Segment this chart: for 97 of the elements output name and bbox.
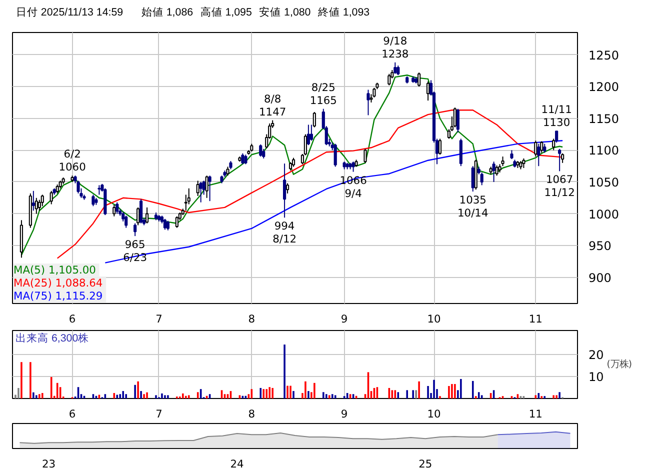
candlestick	[306, 124, 310, 146]
candlestick	[140, 198, 143, 224]
x-tick-label: 25	[418, 458, 432, 470]
candlestick	[34, 197, 38, 214]
candlestick	[555, 130, 558, 144]
text: MA(25) 1,088.64	[14, 276, 103, 290]
annotation: 1035 10/14	[458, 194, 488, 220]
candlestick	[259, 144, 262, 158]
chart-title: 日付 2025/11/13 14:59	[16, 6, 124, 18]
series-label: MA(5) 1,105.00	[14, 264, 96, 276]
candlestick	[208, 175, 212, 202]
candlestick	[522, 158, 526, 168]
y-tick-label: 10	[588, 370, 604, 384]
candlestick	[310, 124, 313, 142]
text: 高値 1,095	[200, 6, 252, 18]
candlestick	[163, 218, 167, 230]
annotation: 6/2 1060	[58, 148, 86, 174]
candlestick	[540, 140, 544, 154]
candlestick	[534, 140, 538, 158]
annotation: 8/8 1147	[259, 92, 286, 118]
candlestick	[92, 194, 95, 207]
text: 安値 1,080	[259, 6, 311, 18]
x-tick-label: 10	[427, 312, 442, 326]
candlestick	[124, 215, 128, 228]
candlestick	[426, 80, 430, 102]
candlestick	[175, 216, 178, 228]
x-tick-label: 11	[528, 312, 542, 326]
candlestick	[334, 143, 337, 168]
candlestick	[492, 161, 496, 182]
x-tick-label: 6	[68, 408, 76, 420]
candlestick	[286, 182, 290, 194]
candlestick	[205, 175, 208, 198]
x-tick-label: 7	[156, 408, 162, 420]
candlestick	[561, 152, 564, 164]
candlestick	[459, 138, 462, 167]
candlestick	[552, 138, 556, 151]
y-tick-label: 1000	[588, 207, 620, 222]
y-tick-label: 1250	[588, 48, 620, 62]
x-tick-label: 8	[248, 312, 256, 326]
x-tick-label: 24	[230, 458, 244, 470]
annotation: 11/11 1130	[541, 103, 572, 130]
annotation: 1067 11/12	[544, 173, 575, 200]
candlestick	[40, 194, 44, 207]
y-tick-label: 1100	[588, 144, 620, 158]
x-tick-label: 23	[42, 458, 56, 470]
candlestick	[456, 108, 460, 133]
chart-title: 出来高 6,300株	[16, 332, 90, 344]
candlestick	[388, 73, 391, 86]
candlestick	[495, 164, 498, 176]
candlestick	[282, 163, 286, 218]
y-tick-label: 950	[588, 239, 612, 254]
x-tick-label: 8	[248, 408, 256, 420]
text: MA(75) 1,115.29	[14, 290, 103, 302]
x-tick-label: 9	[340, 408, 348, 420]
y-tick-label: 1050	[588, 175, 620, 190]
candlestick	[244, 154, 248, 165]
candlestick	[418, 72, 421, 88]
annotation: 8/25 1165	[310, 80, 337, 107]
candlestick	[364, 148, 367, 164]
candlestick	[112, 204, 116, 217]
x-tick-label: 9	[340, 312, 348, 326]
y-tick-label: 20	[588, 348, 604, 362]
candlestick	[145, 206, 149, 224]
x-tick-label: 6	[68, 312, 76, 326]
text: 終値 1,093	[316, 6, 370, 18]
candlestick	[352, 161, 355, 172]
candlestick	[32, 190, 35, 212]
candlestick	[396, 65, 400, 76]
y-axis-title: (万株)	[606, 359, 632, 370]
candlestick	[166, 220, 170, 231]
candlestick	[98, 184, 101, 196]
candlestick	[501, 156, 504, 167]
candlestick	[558, 148, 562, 172]
candlestick	[438, 138, 442, 156]
y-tick-label: 1150	[588, 112, 620, 126]
candlestick	[312, 112, 316, 128]
x-tick-label: 11	[528, 408, 542, 420]
candlestick	[453, 107, 456, 128]
candlestick	[394, 62, 397, 74]
y-tick-label: 1200	[588, 80, 620, 94]
candlestick	[196, 180, 200, 196]
candlestick	[199, 181, 202, 203]
candlestick	[134, 222, 137, 237]
x-tick-label: 7	[156, 312, 162, 326]
annotation: 9/18 1238	[382, 34, 409, 60]
candlestick	[262, 148, 266, 159]
text: 始値 1,086	[141, 6, 194, 18]
candlestick	[50, 190, 53, 205]
candlestick	[241, 152, 244, 165]
candlestick	[136, 206, 140, 226]
annotation: 994 8/12	[272, 220, 297, 246]
candlestick	[116, 202, 119, 214]
candlestick	[471, 166, 474, 192]
candlestick	[537, 143, 540, 167]
y-tick-label: 900	[588, 270, 612, 285]
x-tick-label: 10	[427, 408, 442, 420]
candlestick	[366, 89, 370, 116]
